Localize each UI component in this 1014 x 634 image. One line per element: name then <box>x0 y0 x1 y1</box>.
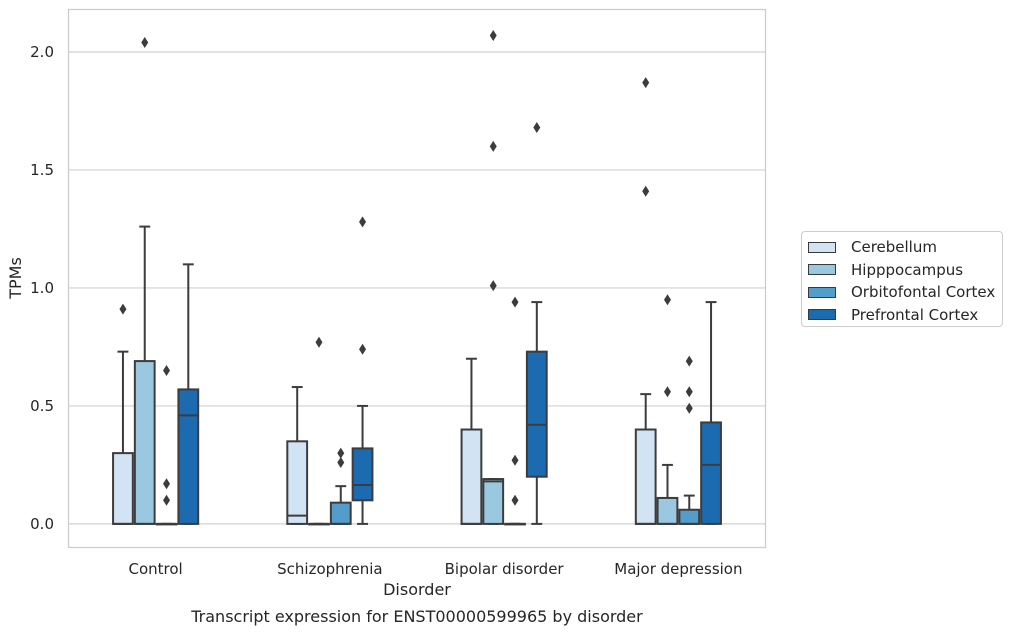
box-2-0 <box>460 357 483 525</box>
outlier-point <box>511 296 519 308</box>
outlier-point <box>663 386 671 398</box>
outlier-point <box>489 140 497 152</box>
chart-caption: Transcript expression for ENST0000059996… <box>190 607 643 626</box>
y-axis-label: TPMs <box>6 257 25 300</box>
plot-area-frame <box>67 8 767 549</box>
box-2-1 <box>482 29 505 525</box>
legend-swatch <box>808 241 836 253</box>
legend: Cerebellum Hipppocampus Orbitofontal Corte… <box>801 231 1003 327</box>
legend-swatch <box>808 286 836 298</box>
y-tick-label: 2.0 <box>30 43 54 61</box>
boxes <box>112 29 722 526</box>
outlier-point <box>642 185 650 197</box>
box-rect <box>460 428 483 525</box>
box-rect <box>656 496 679 525</box>
box-1-0 <box>286 386 309 525</box>
box-rect <box>133 360 156 525</box>
box-rect <box>678 508 701 525</box>
box-rect <box>351 447 374 502</box>
box-0-1 <box>133 37 156 525</box>
box-rect <box>177 388 200 525</box>
y-tick-label: 0.0 <box>30 515 54 533</box>
y-tick-label: 1.0 <box>30 279 54 297</box>
legend-swatch <box>808 309 836 321</box>
y-tick-label: 0.5 <box>30 397 54 415</box>
legend-label: Cerebellum <box>851 238 937 257</box>
y-tick-label: 1.5 <box>30 161 54 179</box>
box-1-3 <box>351 216 374 525</box>
box-rect <box>112 452 134 525</box>
x-tick-label: Schizophrenia <box>277 560 382 578</box>
box-3-2 <box>678 355 701 525</box>
legend-label: Hipppocampus <box>851 260 964 279</box>
outlier-point <box>359 216 367 228</box>
box-rect <box>634 428 657 525</box>
outlier-point <box>511 494 519 506</box>
box-rect <box>329 501 352 525</box>
legend-item: Cerebellum <box>808 236 1002 259</box>
outlier-point <box>642 77 650 89</box>
outlier-point <box>685 402 693 414</box>
outlier-point <box>315 336 323 348</box>
outlier-point <box>359 343 367 355</box>
box-2-2 <box>504 296 526 526</box>
box-1-1 <box>308 336 330 526</box>
outlier-point <box>663 294 671 306</box>
x-tick-label: Control <box>129 560 183 578</box>
legend-swatch <box>808 264 836 276</box>
outlier-point <box>337 457 345 469</box>
box-3-1 <box>656 294 679 525</box>
box-0-0 <box>112 303 134 525</box>
outlier-point <box>163 478 171 490</box>
box-3-3 <box>700 301 722 525</box>
y-axis-ticks: 0.0 0.5 1.0 1.5 2.0 <box>30 43 54 533</box>
outlier-point <box>163 365 171 377</box>
x-tick-label: Bipolar disorder <box>445 560 565 578</box>
box-2-3 <box>525 121 548 525</box>
outlier-point <box>119 303 127 315</box>
box-rect <box>482 478 505 525</box>
box-0-2 <box>155 365 178 526</box>
box-rect <box>286 440 309 525</box>
gridlines <box>68 51 766 525</box>
box-3-0 <box>634 77 657 525</box>
outlier-point <box>489 29 497 41</box>
legend-item: Hipppocampus <box>808 259 1002 282</box>
outlier-point <box>337 447 345 459</box>
outlier-point <box>511 454 519 466</box>
outlier-point <box>685 386 693 398</box>
box-0-3 <box>177 263 200 525</box>
x-axis-ticks: Control Schizophrenia Bipolar disorder Majo… <box>129 560 743 578</box>
outlier-point <box>685 355 693 367</box>
outlier-point <box>163 494 171 506</box>
box-1-2 <box>329 447 352 525</box>
box-rect <box>700 421 722 525</box>
x-tick-label: Major depression <box>614 560 742 578</box>
x-axis-label: Disorder <box>383 580 451 599</box>
outlier-point <box>533 121 541 133</box>
legend-label: Prefrontal Cortex <box>851 305 979 324</box>
box-rect <box>525 350 548 478</box>
outlier-point <box>141 37 149 49</box>
legend-item: Orbitofontal Cortex <box>808 281 1002 304</box>
legend-item: Prefrontal Cortex <box>808 304 1002 327</box>
outlier-point <box>489 280 497 292</box>
legend-label: Orbitofontal Cortex <box>851 283 996 302</box>
